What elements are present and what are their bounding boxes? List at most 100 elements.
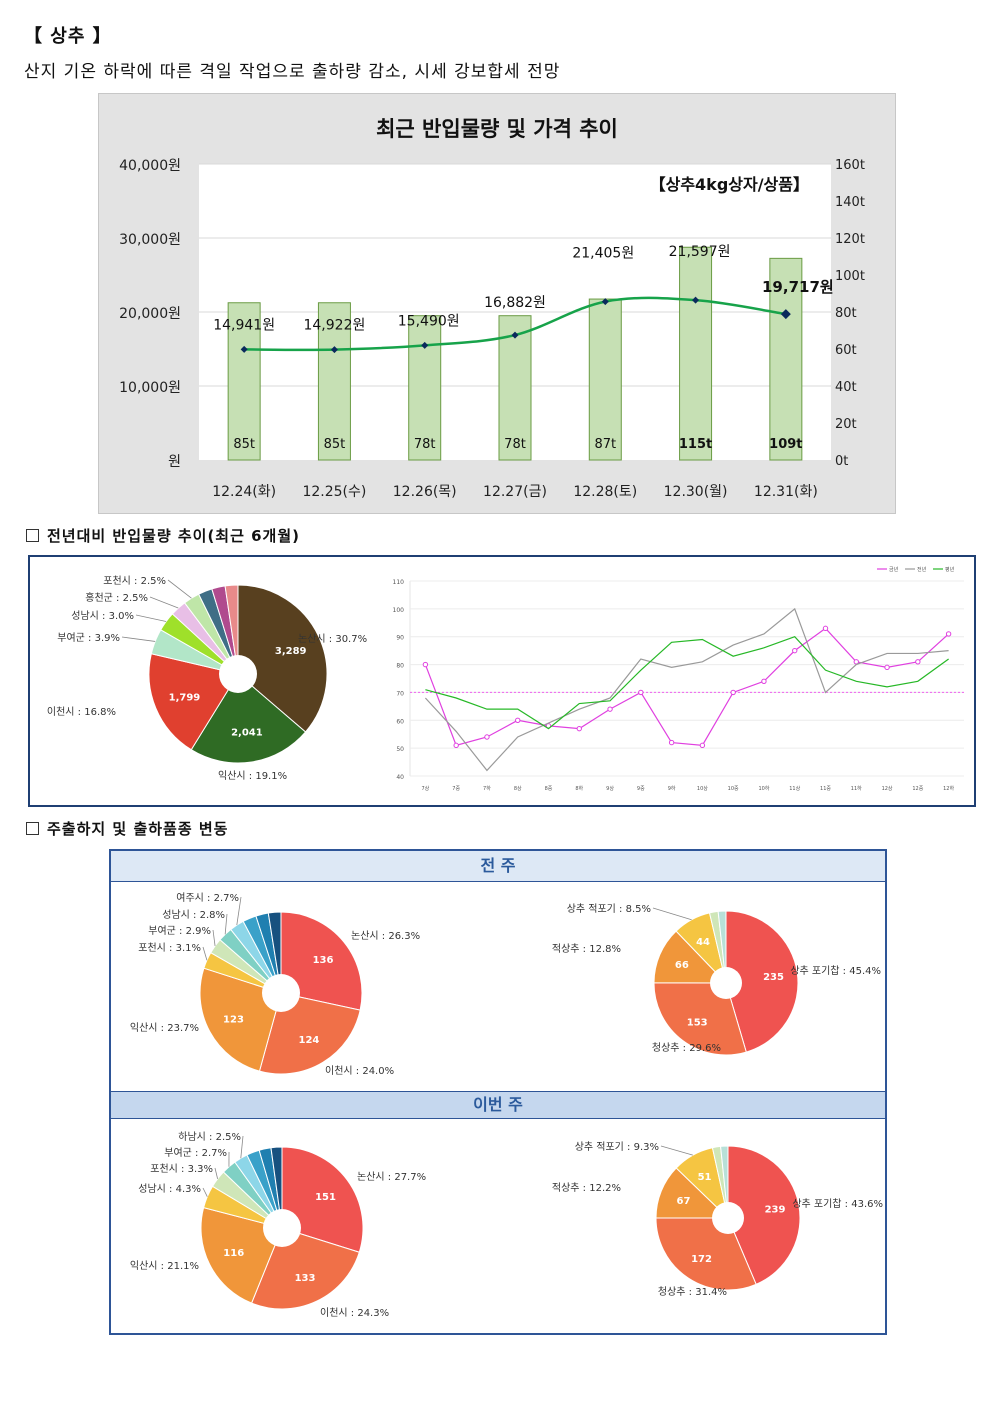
x-tick-label: 10중	[728, 786, 739, 792]
volume-bar	[408, 315, 442, 461]
y-right-tick-label: 80t	[835, 306, 857, 321]
series-line	[425, 636, 949, 730]
y-tick-label: 80	[396, 663, 404, 670]
slice-label: 부여군 : 2.7%	[164, 1147, 227, 1159]
slice-value-label: 51	[698, 1172, 712, 1183]
legend-label: 전년	[917, 566, 927, 573]
price-data-label: 19,717원	[762, 278, 834, 296]
slice-value-label: 172	[691, 1254, 712, 1265]
slice-label: 청상추 : 29.6%	[652, 1042, 721, 1054]
x-tick-label: 12중	[912, 786, 923, 792]
slice-value-label: 44	[696, 937, 710, 948]
slice-label: 여주시 : 2.7%	[176, 892, 239, 904]
pie-hole	[710, 967, 742, 999]
x-tick-label: 12상	[882, 785, 893, 792]
slice-value-label: 151	[315, 1192, 336, 1203]
price-marker	[330, 346, 338, 354]
y-tick-label: 90	[396, 635, 404, 642]
series-point	[484, 734, 490, 740]
pie-slice	[200, 1206, 283, 1304]
volume-trend-panel: 3,289 논산시 : 30.7% 2,041 익산시 : 19.1% 1,799 이천시…	[28, 555, 976, 807]
price-data-label: 21,405원	[572, 246, 634, 262]
slice-label: 익산시 : 21.1%	[130, 1260, 199, 1272]
volume-bar	[588, 298, 622, 461]
slice-leader-line	[202, 1187, 208, 1197]
slice-label: 이천시 : 24.0%	[325, 1065, 394, 1077]
series-point	[915, 659, 921, 665]
pie-slice	[224, 584, 239, 675]
series-point	[638, 689, 644, 696]
page-heading: 【 상추 】	[24, 26, 112, 47]
y-right-tick-label: 60t	[835, 343, 857, 358]
x-tick-label: 11하	[851, 785, 862, 792]
y-right-tick-label: 160t	[835, 158, 865, 173]
slice-label: 성남시 : 4.3%	[138, 1183, 201, 1195]
y-tick-label: 100	[393, 607, 405, 614]
volume-data-label: 109t	[769, 437, 802, 452]
pie-hole	[262, 974, 300, 1012]
slice-label: 상추 포기찹 : 43.6%	[792, 1198, 883, 1210]
slice-leader-line	[135, 614, 167, 622]
pie-hole	[219, 655, 257, 693]
x-tick-label: 8중	[545, 786, 553, 792]
x-tick-label: 10하	[758, 785, 769, 792]
x-tick-label: 12.28(토)	[573, 484, 637, 500]
slice-value-label: 124	[299, 1035, 320, 1046]
x-tick-label: 12.25(수)	[302, 484, 366, 500]
series-point	[822, 625, 829, 632]
x-tick-label: 7중	[452, 786, 460, 792]
series-point	[853, 659, 859, 665]
volume-data-label: 78t	[414, 437, 436, 452]
band-previous-week: 전 주	[111, 851, 885, 882]
slice-label: 포천시 : 2.5%	[103, 575, 166, 587]
price-data-label: 14,922원	[303, 318, 365, 334]
slice-label: 하남시 : 2.5%	[178, 1130, 241, 1143]
slice-label: 부여군 : 3.9%	[57, 632, 120, 644]
slice-leader-line	[212, 929, 216, 947]
prev-week-variety-pie: 235 상추 포기찹 : 45.4% 153 청상추 : 29.6% 66 적상추 : 1…	[552, 903, 881, 1056]
x-tick-label: 12하	[943, 785, 954, 792]
pie-slice	[655, 1217, 757, 1291]
x-tick-label: 12.26(목)	[393, 484, 457, 500]
slice-label: 성남시 : 3.0%	[71, 610, 134, 622]
pie-slice	[653, 930, 728, 984]
pie-slice	[190, 673, 307, 764]
price-volume-chart: 최근 반입물량 및 가격 추이 【상추4kg상자/상품】 40,000원 30,000…	[98, 93, 896, 514]
volume-bar	[679, 246, 713, 461]
slice-label: 논산시 : 27.7%	[357, 1171, 426, 1183]
slice-label: 이천시 : 16.8%	[47, 706, 116, 718]
slice-value-label: 123	[223, 1015, 244, 1026]
chart-title: 최근 반입물량 및 가격 추이	[376, 117, 618, 141]
slice-value-label: 66	[675, 960, 689, 971]
volume-data-label: 78t	[504, 437, 526, 452]
series-point	[515, 717, 521, 723]
y-left-tick-label: 20,000원	[119, 306, 181, 322]
checkbox-square-icon	[26, 529, 39, 542]
series-point	[884, 664, 890, 671]
y-left-tick-label: 원	[168, 454, 181, 470]
slice-value-label: 136	[313, 955, 334, 966]
volume-data-label: 85t	[233, 437, 255, 452]
x-tick-label: 8상	[514, 785, 522, 792]
y-left-tick-label: 10,000원	[119, 380, 181, 396]
slice-label: 성남시 : 2.8%	[162, 909, 225, 921]
series-point	[792, 647, 798, 654]
this-week-region-pie: 151 논산시 : 27.7% 133 이천시 : 24.3% 116 익산시 : 21.…	[130, 1130, 426, 1319]
slice-label: 적상추 : 12.8%	[552, 943, 621, 955]
volume-bar	[769, 257, 803, 461]
series-point	[668, 739, 675, 746]
slice-label: 상추 적포기 : 9.3%	[575, 1141, 659, 1153]
price-marker	[780, 309, 791, 320]
pie-slice	[720, 1145, 729, 1219]
series-point	[422, 661, 429, 668]
y-tick-label: 40	[396, 774, 404, 781]
slice-label: 논산시 : 26.3%	[351, 930, 420, 942]
slice-leader-line	[149, 596, 179, 609]
pie-hole	[263, 1209, 301, 1247]
pie-slice	[280, 911, 363, 1011]
series-point	[607, 706, 613, 712]
slice-leader-line	[224, 913, 228, 935]
price-marker	[421, 341, 429, 349]
slice-leader-line	[236, 896, 242, 926]
